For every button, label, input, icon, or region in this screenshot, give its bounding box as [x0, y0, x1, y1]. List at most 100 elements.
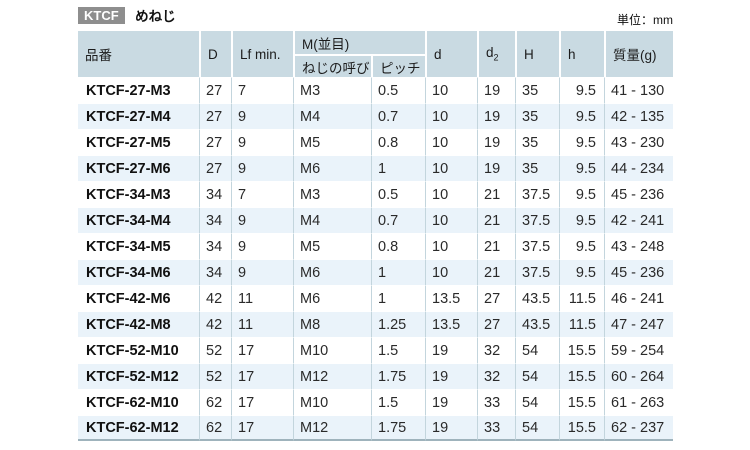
value-cell: 9 [231, 233, 293, 259]
value-cell: 41 - 130 [604, 77, 673, 103]
value-cell: 54 [515, 389, 559, 415]
unit-label: 単位：mm [617, 13, 673, 27]
value-cell: M3 [293, 77, 371, 103]
value-cell: M4 [293, 103, 371, 129]
value-cell: 17 [231, 337, 293, 363]
part-number-cell: KTCF-62-M10 [78, 389, 199, 415]
value-cell: 9.5 [559, 259, 604, 285]
value-cell: 35 [515, 103, 559, 129]
value-cell: 19 [477, 103, 515, 129]
value-cell: 1.75 [371, 363, 425, 389]
value-cell: 52 [199, 363, 231, 389]
table-row: KTCF-62-M12 62 17 M12 1.75 19 33 54 15.5 62 - 237 [78, 415, 673, 441]
col-header-D: D [199, 31, 231, 77]
col-header-M-group: M(並目) [293, 31, 425, 54]
col-header-d2: d2 [477, 31, 515, 77]
value-cell: 46 - 241 [604, 285, 673, 311]
d2-base: d [486, 45, 494, 61]
table-row: KTCF-27-M6 27 9 M6 1 10 19 35 9.5 44 - 234 [78, 155, 673, 181]
value-cell: 33 [477, 415, 515, 441]
value-cell: 43 - 230 [604, 129, 673, 155]
value-cell: 10 [425, 259, 477, 285]
value-cell: 19 [477, 155, 515, 181]
value-cell: 54 [515, 415, 559, 441]
value-cell: 17 [231, 415, 293, 441]
value-cell: 19 [425, 389, 477, 415]
part-number-cell: KTCF-34-M6 [78, 259, 199, 285]
value-cell: 9.5 [559, 155, 604, 181]
value-cell: 9.5 [559, 77, 604, 103]
value-cell: 10 [425, 129, 477, 155]
value-cell: 9 [231, 207, 293, 233]
value-cell: 1.5 [371, 389, 425, 415]
value-cell: 37.5 [515, 259, 559, 285]
value-cell: 33 [477, 389, 515, 415]
value-cell: M6 [293, 259, 371, 285]
value-cell: 21 [477, 233, 515, 259]
value-cell: 0.7 [371, 207, 425, 233]
value-cell: 13.5 [425, 285, 477, 311]
value-cell: 10 [425, 181, 477, 207]
value-cell: 27 [477, 285, 515, 311]
value-cell: 27 [199, 155, 231, 181]
value-cell: 10 [425, 103, 477, 129]
value-cell: M8 [293, 311, 371, 337]
value-cell: 0.5 [371, 181, 425, 207]
col-header-H: H [515, 31, 559, 77]
value-cell: 0.8 [371, 233, 425, 259]
part-number-cell: KTCF-42-M6 [78, 285, 199, 311]
value-cell: 54 [515, 363, 559, 389]
table-row: KTCF-62-M10 62 17 M10 1.5 19 33 54 15.5 61 - 263 [78, 389, 673, 415]
value-cell: 42 - 135 [604, 103, 673, 129]
value-cell: 37.5 [515, 181, 559, 207]
value-cell: M6 [293, 285, 371, 311]
value-cell: 21 [477, 181, 515, 207]
value-cell: 13.5 [425, 311, 477, 337]
col-header-Lf-min: Lf min. [231, 31, 293, 77]
value-cell: 11 [231, 285, 293, 311]
value-cell: 9 [231, 103, 293, 129]
value-cell: 62 [199, 415, 231, 441]
value-cell: 32 [477, 363, 515, 389]
table-row: KTCF-42-M8 42 11 M8 1.25 13.5 27 43.5 11.5 47 - 2… [78, 311, 673, 337]
part-number-cell: KTCF-34-M5 [78, 233, 199, 259]
spec-table: 品番 D Lf min. M(並目) d d2 H h 質量(g) ねじの呼び … [78, 31, 673, 441]
value-cell: 34 [199, 181, 231, 207]
table-row: KTCF-27-M3 27 7 M3 0.5 10 19 35 9.5 41 - 130 [78, 77, 673, 103]
value-cell: 35 [515, 129, 559, 155]
value-cell: M3 [293, 181, 371, 207]
col-header-part-no: 品番 [78, 31, 199, 77]
value-cell: 1.5 [371, 337, 425, 363]
value-cell: M6 [293, 155, 371, 181]
value-cell: 32 [477, 337, 515, 363]
table-row: KTCF-34-M4 34 9 M4 0.7 10 21 37.5 9.5 42 - 241 [78, 207, 673, 233]
value-cell: 19 [477, 129, 515, 155]
value-cell: M12 [293, 363, 371, 389]
value-cell: 45 - 236 [604, 181, 673, 207]
value-cell: 43 - 248 [604, 233, 673, 259]
value-cell: 42 [199, 311, 231, 337]
spec-table-body: KTCF-27-M3 27 7 M3 0.5 10 19 35 9.5 41 - 130 KTCF-… [78, 77, 673, 441]
value-cell: 10 [425, 155, 477, 181]
value-cell: 27 [199, 129, 231, 155]
value-cell: 19 [425, 363, 477, 389]
col-header-thread-size: ねじの呼び [293, 54, 371, 77]
table-row: KTCF-42-M6 42 11 M6 1 13.5 27 43.5 11.5 46 - 241 [78, 285, 673, 311]
table-row: KTCF-34-M5 34 9 M5 0.8 10 21 37.5 9.5 43 - 248 [78, 233, 673, 259]
value-cell: 54 [515, 337, 559, 363]
value-cell: 10 [425, 207, 477, 233]
title-row: KTCF めねじ 単位：mm [78, 5, 673, 27]
value-cell: 27 [199, 77, 231, 103]
value-cell: 15.5 [559, 389, 604, 415]
table-row: KTCF-27-M5 27 9 M5 0.8 10 19 35 9.5 43 - 230 [78, 129, 673, 155]
value-cell: 43.5 [515, 285, 559, 311]
value-cell: 9 [231, 155, 293, 181]
col-header-mass: 質量(g) [604, 31, 673, 77]
table-row: KTCF-34-M3 34 7 M3 0.5 10 21 37.5 9.5 45 - 236 [78, 181, 673, 207]
value-cell: 37.5 [515, 207, 559, 233]
part-number-cell: KTCF-27-M4 [78, 103, 199, 129]
value-cell: 35 [515, 77, 559, 103]
value-cell: 11.5 [559, 285, 604, 311]
series-badge: KTCF [78, 6, 125, 24]
value-cell: 1 [371, 155, 425, 181]
